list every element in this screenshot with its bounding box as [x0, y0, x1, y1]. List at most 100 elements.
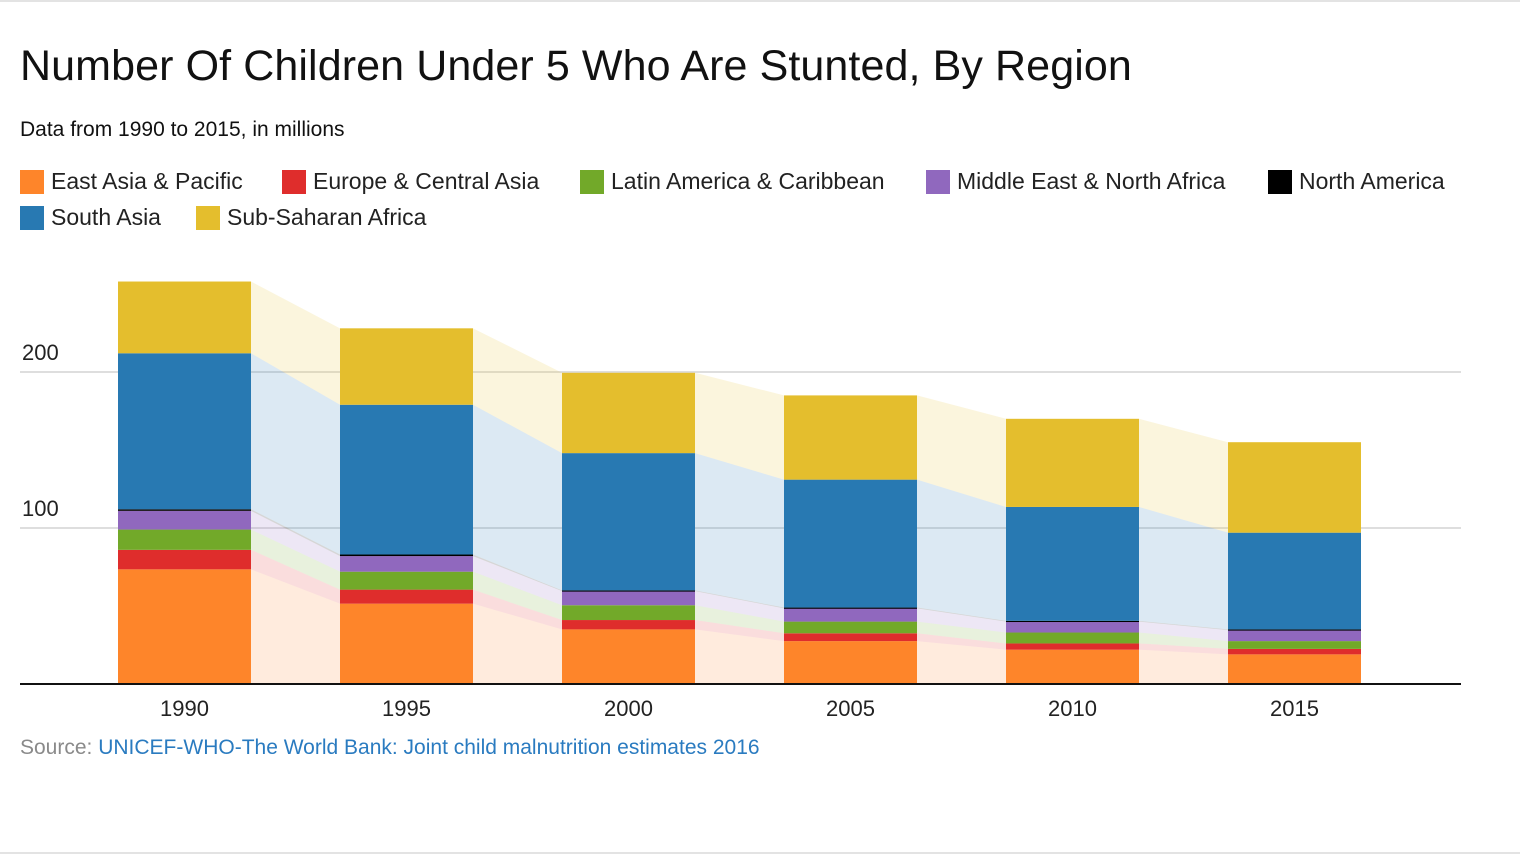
bar-segment	[562, 591, 695, 606]
bar-segment	[340, 404, 473, 555]
bar-segment	[1006, 621, 1139, 633]
connector-band	[695, 372, 784, 480]
connector-band	[695, 453, 784, 608]
connector-band	[251, 510, 340, 572]
bar-segment	[118, 549, 251, 570]
y-tick-label: 100	[22, 496, 59, 521]
bar-segment	[1228, 629, 1361, 631]
legend-item-sub-saharan-africa: Sub-Saharan Africa	[196, 204, 426, 231]
bar-segment	[1228, 442, 1361, 533]
connector-band	[1139, 649, 1228, 684]
legend-swatch	[926, 169, 950, 194]
connector-band	[917, 395, 1006, 507]
bar-segment	[340, 328, 473, 405]
connector-band	[473, 328, 562, 454]
connector-band	[473, 603, 562, 684]
bar-segment	[562, 605, 695, 621]
connector-band	[695, 605, 784, 634]
connector-band	[473, 554, 562, 592]
legend-swatch	[20, 169, 44, 194]
legend-swatch	[20, 205, 44, 230]
bar-segment	[118, 509, 251, 511]
bar-segment	[784, 621, 917, 634]
legend-label: Middle East & North Africa	[957, 168, 1226, 194]
connector-band	[917, 607, 1006, 622]
legend-swatch	[1268, 169, 1292, 194]
chart-title: Number Of Children Under 5 Who Are Stunt…	[20, 42, 1132, 90]
bar-segment	[340, 554, 473, 557]
bar-segment	[784, 608, 917, 622]
connector-band	[917, 479, 1006, 621]
bar-segment	[1006, 632, 1139, 644]
bar-segment	[1006, 643, 1139, 650]
legend-swatch	[196, 205, 220, 230]
legend-item-europe-central-asia: Europe & Central Asia	[282, 168, 539, 195]
connector-band	[473, 404, 562, 591]
legend-item-middle-east-north-africa: Middle East & North Africa	[926, 168, 1225, 195]
bottom-divider	[0, 852, 1520, 854]
bar-segment	[1228, 654, 1361, 684]
bar-segment	[562, 620, 695, 630]
bar-segment	[784, 633, 917, 642]
bar-segment	[118, 353, 251, 510]
bar-segment	[1006, 649, 1139, 684]
source-note: Source: UNICEF-WHO-The World Bank: Joint…	[20, 736, 760, 760]
bar-segment	[118, 510, 251, 530]
legend-label: East Asia & Pacific	[51, 168, 243, 194]
x-tick-label: 1990	[160, 696, 209, 721]
connector-band	[695, 629, 784, 684]
legend-label: Latin America & Caribbean	[611, 168, 885, 194]
connector-band	[251, 529, 340, 590]
bar-segment	[784, 641, 917, 684]
connector-band	[917, 633, 1006, 650]
bar-segment	[562, 372, 695, 454]
stacked-bar-chart: 100 200 1990 1995 2000 2005 2010 2015	[20, 281, 1461, 721]
connector-band	[251, 509, 340, 557]
connector-band	[473, 571, 562, 621]
connector-band	[251, 353, 340, 555]
bar-segment	[1228, 630, 1361, 642]
connector-band	[473, 556, 562, 606]
x-tick-label: 2015	[1270, 696, 1319, 721]
bar-segment	[340, 556, 473, 572]
legend-item-south-asia: South Asia	[20, 204, 161, 231]
legend-item-latin-america-caribbean: Latin America & Caribbean	[580, 168, 885, 195]
connector-band	[1139, 621, 1228, 642]
bar-segment	[1228, 648, 1361, 655]
bar-segment	[1006, 620, 1139, 623]
top-divider	[0, 0, 1520, 2]
legend-item-north-america: North America	[1268, 168, 1445, 195]
legend-label: South Asia	[51, 204, 161, 230]
connector-band	[1139, 643, 1228, 655]
bar-segment	[340, 571, 473, 590]
source-prefix: Source:	[20, 736, 99, 759]
bar-segment	[1228, 641, 1361, 649]
bar-segment	[784, 395, 917, 480]
connector-band	[1139, 506, 1228, 630]
bar-segment	[118, 529, 251, 550]
bar-segment	[118, 569, 251, 684]
connector-band	[473, 589, 562, 630]
connector-band	[695, 590, 784, 609]
legend-label: Sub-Saharan Africa	[227, 204, 427, 230]
connector-band	[917, 621, 1006, 644]
connector-band	[695, 620, 784, 642]
bar-segment	[340, 603, 473, 684]
x-tick-label: 2005	[826, 696, 875, 721]
connector-band	[917, 608, 1006, 633]
bar-segment	[340, 589, 473, 604]
bar-segment	[784, 479, 917, 608]
bar-segment	[562, 590, 695, 592]
connector-band	[695, 591, 784, 622]
legend-swatch	[282, 169, 306, 194]
bar-segment	[1006, 418, 1139, 507]
connector-band	[251, 549, 340, 604]
source-link[interactable]: UNICEF-WHO-The World Bank: Joint child m…	[98, 736, 760, 759]
legend-swatch	[580, 169, 604, 194]
x-tick-label: 1995	[382, 696, 431, 721]
connector-band	[251, 281, 340, 405]
legend-item-east-asia-pacific: East Asia & Pacific	[20, 168, 243, 195]
x-tick-label: 2000	[604, 696, 653, 721]
bar-segment	[562, 453, 695, 591]
connector-band	[1139, 418, 1228, 533]
